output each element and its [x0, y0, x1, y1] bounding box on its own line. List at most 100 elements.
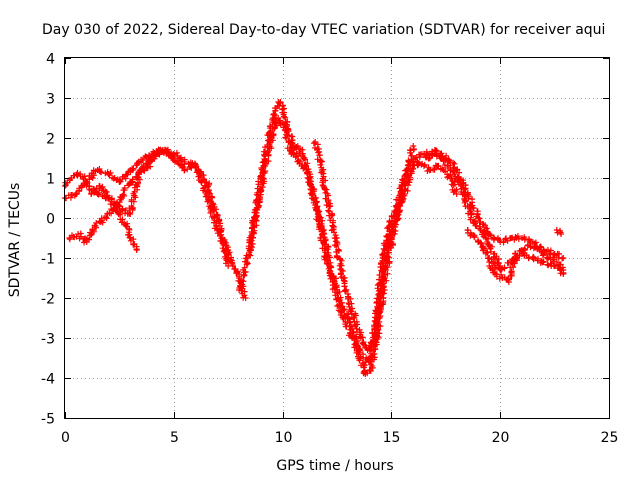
data-point-fill: [319, 230, 334, 268]
data-point-fill: [315, 208, 327, 237]
data-point-fill: [415, 160, 426, 168]
data-point-fill: [117, 179, 135, 200]
y-tick-label: 3: [46, 92, 55, 108]
data-point-fill: [554, 227, 564, 236]
data-point: [277, 99, 284, 105]
series-track-8: [421, 147, 567, 262]
data-point-fill: [224, 248, 243, 280]
data-point-fill: [464, 191, 481, 220]
y-tick-label: 2: [46, 132, 55, 148]
data-point-fill: [83, 224, 100, 244]
data-point-fill: [486, 231, 503, 244]
data-point-fill: [102, 206, 115, 222]
data-point-fill: [318, 168, 332, 204]
data-point: [294, 143, 301, 149]
data-point: [560, 271, 567, 277]
y-tick-label: 0: [46, 212, 55, 228]
data-point-fill: [479, 228, 492, 242]
data-point-fill: [214, 216, 231, 267]
data-point: [453, 191, 460, 197]
data-point-fill: [245, 199, 263, 252]
data-series: [62, 99, 567, 377]
x-tick-labels: 0 5 10 15 20 25: [61, 430, 618, 446]
data-point-fill: [268, 115, 280, 140]
series-track-10: [486, 242, 567, 285]
x-tick-label: 25: [601, 430, 619, 446]
data-point-fill: [236, 255, 251, 291]
data-point-fill: [544, 254, 558, 265]
data-point-fill: [477, 239, 491, 262]
y-tick-labels: -5 -4 -3 -2 -1 0 1 2 3 4: [41, 52, 55, 428]
data-point-fill: [350, 314, 364, 340]
y-tick-label: -4: [41, 372, 55, 388]
data-point-fill: [487, 265, 498, 276]
data-point-fill: [504, 252, 520, 284]
data-point-fill: [509, 233, 522, 243]
data-point-fill: [300, 155, 315, 188]
data-point-fill: [116, 168, 134, 185]
data-point: [390, 227, 397, 233]
data-point-fill: [83, 167, 99, 185]
data-point-fill: [370, 295, 384, 343]
plot-frame: [64, 57, 610, 419]
chart-title: Day 030 of 2022, Sidereal Day-to-day VTE…: [42, 22, 605, 38]
data-point-fill: [138, 152, 153, 164]
data-point-fill: [307, 186, 320, 212]
data-point-fill: [254, 164, 269, 205]
series-track-11: [553, 227, 565, 237]
data-point-fill: [470, 220, 483, 232]
data-point-fill: [496, 259, 512, 273]
series-track-4: [88, 182, 140, 253]
data-point-fill: [66, 232, 80, 243]
data-point-fill: [444, 156, 461, 173]
data-point-fill: [527, 244, 541, 253]
data-point-fill: [337, 268, 350, 295]
data-point-fill: [448, 175, 460, 196]
data-point-fill: [425, 152, 436, 162]
y-tick-label: -5: [41, 412, 55, 428]
data-point-fill: [404, 146, 417, 172]
data-point: [225, 263, 232, 269]
y-tick-label: 4: [46, 52, 55, 68]
data-point: [558, 231, 565, 237]
data-point: [410, 143, 417, 149]
y-tick-label: -3: [41, 332, 55, 348]
data-point-fill: [376, 249, 392, 302]
y-tick-label: -1: [41, 252, 55, 268]
data-point-fill: [331, 234, 345, 273]
x-tick-label: 15: [383, 430, 401, 446]
data-point-fill: [334, 288, 348, 313]
series-track-3: [66, 146, 177, 246]
data-point: [133, 247, 140, 253]
x-tick-label: 20: [492, 430, 510, 446]
data-point-fill: [362, 364, 376, 377]
y-tick-label: -2: [41, 292, 55, 308]
data-point-fill: [465, 204, 479, 224]
series-track-7: [310, 139, 417, 353]
data-point: [560, 255, 567, 261]
data-point: [340, 307, 347, 313]
data-point-fill: [262, 137, 276, 168]
x-tick-label: 5: [170, 430, 179, 446]
data-point: [242, 295, 249, 301]
data-point-fill: [346, 319, 360, 344]
data-point: [170, 155, 177, 161]
data-point-fill: [192, 164, 210, 186]
data-point-fill: [181, 159, 198, 170]
data-point-fill: [389, 202, 404, 231]
data-point-fill: [352, 341, 366, 361]
data-point-fill: [326, 264, 340, 291]
data-point-fill: [73, 180, 89, 198]
data-point: [421, 163, 427, 169]
data-point-fill: [70, 169, 81, 179]
data-point-fill: [366, 339, 375, 351]
x-tick-label: 10: [275, 430, 293, 446]
data-point-fill: [62, 176, 73, 189]
data-point-fill: [323, 200, 339, 242]
data-point-fill: [344, 293, 359, 319]
data-point-fill: [202, 179, 221, 219]
y-axis-label: SDTVAR / TECUs: [7, 183, 23, 298]
x-axis-label: GPS time / hours: [276, 458, 393, 474]
data-point-fill: [276, 100, 291, 128]
data-point-fill: [396, 167, 411, 207]
